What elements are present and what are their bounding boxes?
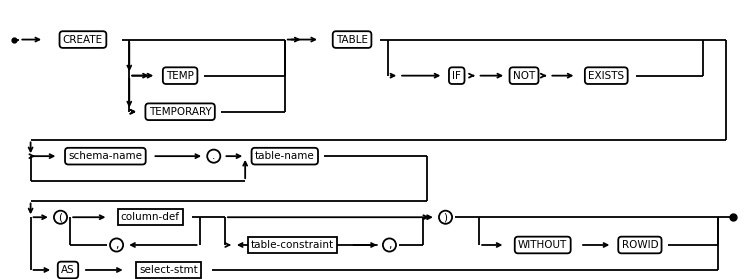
Text: WITHOUT: WITHOUT xyxy=(518,240,567,250)
Text: TABLE: TABLE xyxy=(336,35,368,45)
Text: column-def: column-def xyxy=(121,212,180,222)
Text: select-stmt: select-stmt xyxy=(139,265,198,275)
Text: ,: , xyxy=(115,240,118,250)
Text: CREATE: CREATE xyxy=(63,35,103,45)
Text: schema-name: schema-name xyxy=(68,151,142,161)
Text: AS: AS xyxy=(61,265,75,275)
Text: ,: , xyxy=(388,240,391,250)
Text: table-constraint: table-constraint xyxy=(251,240,334,250)
Text: table-name: table-name xyxy=(255,151,315,161)
Text: (: ( xyxy=(58,212,62,222)
Text: NOT: NOT xyxy=(513,71,535,81)
Text: EXISTS: EXISTS xyxy=(588,71,625,81)
Text: ROWID: ROWID xyxy=(622,240,658,250)
Text: TEMPORARY: TEMPORARY xyxy=(149,107,211,117)
Text: TEMP: TEMP xyxy=(166,71,194,81)
Text: ): ) xyxy=(443,212,447,222)
Text: .: . xyxy=(212,151,216,161)
Text: IF: IF xyxy=(452,71,461,81)
